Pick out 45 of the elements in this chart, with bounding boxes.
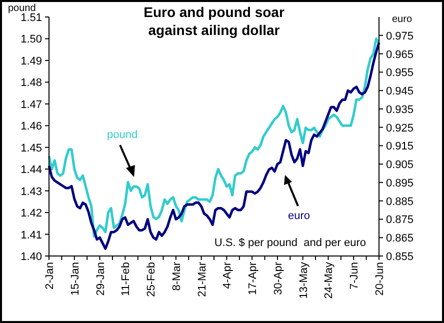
y-tick-label: 1.51 — [20, 12, 42, 24]
x-tick-label: 13-May — [298, 262, 310, 299]
text: euro — [288, 210, 310, 222]
x-tick-label: 7-Jun — [348, 262, 361, 290]
y2-tick-label: 0.915 — [386, 140, 414, 153]
y2-tick-label: 0.925 — [386, 122, 414, 134]
y-tick-label: 1.49 — [20, 55, 42, 68]
x-tick-label: 21-Mar — [196, 262, 208, 297]
chart-title: Euro and pound soar against ailing dollar — [144, 4, 285, 38]
y-tick-label: 1.47 — [20, 98, 42, 111]
x-tick-label: 30-Apr — [272, 262, 284, 296]
x-tick-label: 29-Jan — [94, 262, 107, 296]
x-tick-label: 15-Jan — [69, 262, 82, 296]
y2-tick-label: 0.905 — [386, 159, 414, 172]
x-tick-label: 11-Feb — [120, 262, 132, 296]
y-tick-label: 1.40 — [20, 251, 42, 263]
y-tick-label: 1.45 — [20, 142, 42, 154]
annotation: U.S. $ per pound and per euro — [214, 237, 366, 249]
y2-tick-label: 0.935 — [386, 104, 414, 116]
y2-tick-label: 0.955 — [386, 67, 414, 80]
x-tick-label: 2-Jan — [44, 262, 56, 290]
y2-tick-label: 0.885 — [386, 196, 414, 208]
y-tick-label: 1.44 — [20, 164, 42, 176]
y2-tick-label: 0.865 — [386, 232, 414, 245]
y2-tick-label: 0.975 — [386, 30, 414, 42]
y2-tick-label: 0.875 — [386, 214, 414, 226]
y2-tick-label: 0.855 — [386, 251, 414, 263]
y2-tick-label: 0.895 — [386, 177, 414, 190]
x-tick-label: 24-May — [323, 262, 336, 299]
x-tick-label: 8-Mar — [170, 262, 183, 291]
text: pound — [107, 129, 138, 141]
y-tick-label: 1.46 — [20, 120, 42, 133]
y-tick-label: 1.43 — [20, 186, 42, 198]
y-tick-label: 1.42 — [20, 208, 42, 220]
x-tick-label: 25-Feb — [146, 262, 158, 297]
y2-tick-label: 0.965 — [386, 48, 414, 61]
y-axis-title: pound — [8, 3, 36, 14]
y2-axis-title: euro — [392, 14, 412, 25]
x-tick-label: 17-Apr — [247, 262, 260, 296]
y-tick-label: 1.41 — [20, 229, 42, 242]
x-tick-label: 20-Jun — [374, 262, 386, 296]
y2-tick-label: 0.945 — [386, 86, 414, 98]
x-tick-label: 4-Apr — [222, 262, 234, 289]
y-tick-label: 1.50 — [20, 34, 42, 46]
y-tick-label: 1.48 — [20, 77, 42, 90]
